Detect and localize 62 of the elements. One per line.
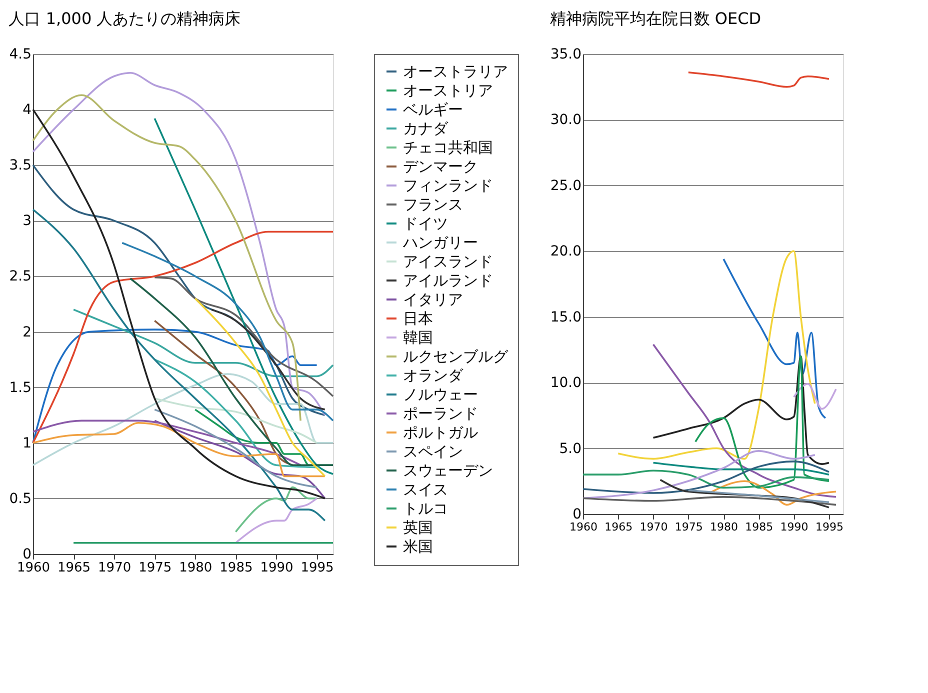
x-tick-label: 1960 [570,520,598,534]
x-tick-label: 1995 [300,560,334,576]
x-tick-label: 1970 [98,560,132,576]
x-tick-label: 1985 [745,520,774,534]
legend-label: チェコ共和国 [403,138,493,156]
legend-label: オーストラリア [403,62,508,80]
legend-label: ポルトガル [403,424,478,442]
y-tick-label: 0 [572,506,582,522]
y-tick-label: 35.0 [550,46,582,62]
x-tick-label: 1975 [138,560,172,576]
legend-label: ハンガリー [402,234,478,252]
y-tick-label: 10.0 [550,375,582,392]
x-tick-label: 1965 [57,560,91,576]
y-tick-label: 2 [22,324,32,340]
x-tick-label: 1990 [780,520,808,534]
legend-label: オランダ [403,366,464,384]
chart-title: 人口 1,000 人あたりの精神病床 [8,9,241,28]
legend-label: カナダ [403,120,449,138]
y-tick-label: 20.0 [550,244,582,260]
x-tick-label: 1985 [220,560,253,576]
legend-label: フィンランド [403,176,493,194]
x-tick-label: 1965 [604,520,633,534]
y-tick-label: 1.5 [9,380,32,396]
legend-label: フランス [403,196,463,214]
x-tick-label: 1990 [260,560,294,576]
x-tick-label: 1980 [710,520,738,534]
legend-label: スイス [403,480,448,498]
y-tick-label: 4.5 [9,46,32,62]
legend-label: 米国 [403,538,433,556]
legend-label: ドイツ [403,214,448,232]
legend-label: イタリア [403,290,463,308]
legend-label: ノルウェー [403,386,478,404]
legend-label: ルクセンブルグ [403,348,509,366]
x-tick-label: 1960 [16,560,50,576]
legend-label: スウェーデン [403,462,493,480]
legend-label: 韓国 [403,328,433,346]
x-tick-label: 1975 [674,520,703,534]
y-tick-label: 4 [22,102,32,118]
legend-label: デンマーク [403,158,478,176]
legend-label: 英国 [403,518,433,536]
y-tick-label: 15.0 [550,309,582,326]
y-tick-label: 0.5 [9,490,32,507]
legend-label: トルコ [403,500,448,518]
y-tick-label: 5.0 [559,440,582,457]
y-tick-label: 2.5 [9,268,32,285]
chart-title: 精神病院平均在院日数 OECD [550,9,762,28]
legend-label: 日本 [403,310,433,328]
legend-label: アイルランド [403,272,493,290]
y-tick-label: 3.5 [9,158,32,174]
y-tick-label: 30.0 [550,112,582,128]
x-tick-label: 1995 [815,520,844,534]
y-tick-label: 1 [22,435,32,452]
y-tick-label: 3 [22,213,32,230]
x-tick-label: 1980 [179,560,212,576]
x-tick-label: 1970 [640,520,668,534]
legend-label: スペイン [403,442,463,460]
y-tick-label: 25.0 [550,178,582,194]
legend-label: アイスランド [403,252,493,270]
legend-label: オーストリア [403,82,493,100]
legend-label: ベルギー [403,100,463,118]
legend-label: ポーランド [403,404,478,422]
y-tick-label: 0 [22,546,32,562]
